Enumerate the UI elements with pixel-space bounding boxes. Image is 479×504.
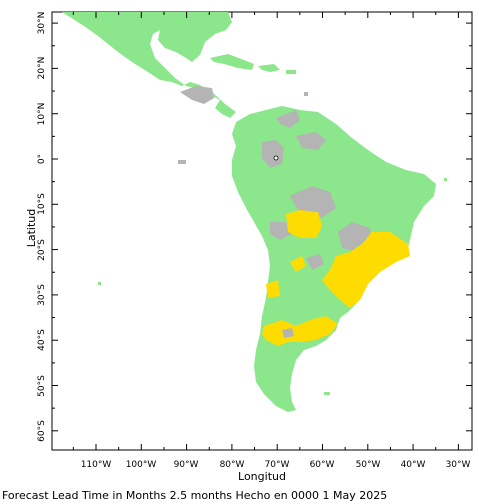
lat-tick-label: 60°S	[37, 420, 47, 442]
point-marker	[273, 155, 279, 161]
lat-tick-label: 10°N	[37, 103, 47, 126]
lon-tick-labels: 110°W 100°W 90°W 80°W 70°W 60°W 50°W 40°…	[81, 460, 471, 470]
lat-tick-label: 30°S	[37, 284, 47, 306]
caribbean-island	[210, 54, 254, 70]
forecast-caption: Forecast Lead Time in Months 2.5 months …	[2, 489, 388, 502]
lat-tick-label: 0°	[37, 154, 47, 164]
gray-patch	[296, 132, 326, 150]
lat-tick-label: 50°S	[37, 375, 47, 397]
island	[324, 392, 330, 395]
lat-tick-label: 40°S	[37, 329, 47, 351]
island	[178, 160, 186, 164]
island	[304, 92, 308, 96]
lat-tick-label: 10°S	[37, 193, 47, 215]
gray-patch	[180, 86, 214, 104]
lon-tick-label: 100°W	[126, 460, 157, 470]
lat-tick-label: 20°N	[37, 57, 47, 80]
caribbean-island	[258, 64, 280, 72]
x-axis-title: Longitud	[238, 470, 286, 483]
gray-patch	[290, 186, 336, 218]
lon-tick-label: 50°W	[356, 460, 381, 470]
lat-tick-label: 20°S	[37, 239, 47, 261]
gray-patch	[282, 328, 294, 338]
y-axis-title: Latitud	[25, 209, 38, 248]
island	[98, 282, 101, 285]
lon-tick-label: 60°W	[310, 460, 335, 470]
gray-patch	[306, 254, 324, 270]
yellow-patch	[262, 316, 338, 346]
yellow-patch	[290, 256, 306, 272]
lat-tick-label: 30°N	[37, 12, 47, 35]
caribbean-island	[286, 70, 296, 74]
lon-tick-label: 90°W	[174, 460, 199, 470]
lon-tick-label: 30°W	[446, 460, 471, 470]
lon-tick-label: 70°W	[265, 460, 290, 470]
yellow-patch	[266, 280, 280, 298]
gray-patch	[276, 110, 300, 128]
tick-marks	[52, 12, 472, 450]
lat-tick-labels: 30°N 20°N 10°N 0° 10°S 20°S 30°S 40°S 50…	[37, 12, 47, 442]
land-regions	[62, 12, 447, 412]
lon-tick-label: 40°W	[401, 460, 426, 470]
gray-patch	[270, 222, 292, 240]
north-america-land	[62, 12, 236, 118]
island	[444, 178, 447, 181]
yellow-patch	[322, 232, 410, 308]
gray-patch	[262, 140, 284, 168]
lon-tick-label: 110°W	[81, 460, 112, 470]
yellow-patch	[286, 210, 322, 238]
lon-tick-label: 80°W	[220, 460, 245, 470]
